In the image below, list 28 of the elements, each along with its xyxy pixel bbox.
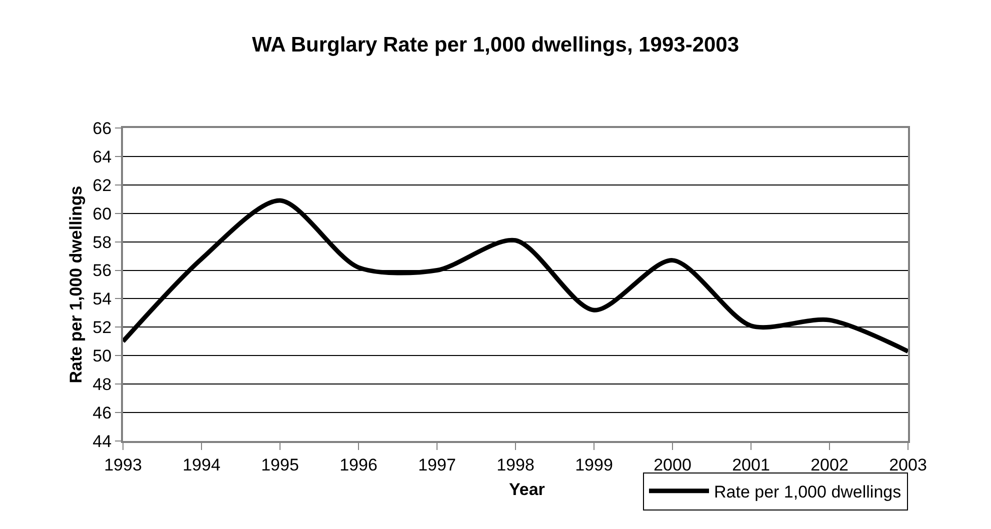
- y-tick-label: 44: [92, 432, 112, 451]
- line-series: [123, 198, 908, 354]
- y-tick-label: 66: [92, 118, 112, 138]
- y-axis-title: Rate per 1,000 dwellings: [66, 186, 86, 384]
- x-tick-label: 1993: [104, 455, 142, 474]
- x-tick-label: 1995: [261, 455, 299, 474]
- x-tick-label: 1994: [182, 455, 220, 474]
- y-tick-label: 54: [92, 290, 112, 309]
- y-tick-label: 46: [92, 404, 112, 422]
- x-tick-label: 1998: [496, 455, 534, 474]
- x-axis-title: Year: [509, 480, 546, 499]
- x-tick-label: 1996: [340, 455, 378, 474]
- x-tick-label: 2001: [732, 455, 770, 474]
- legend-label: Rate per 1,000 dwellings: [714, 482, 902, 502]
- y-tick-label: 50: [92, 346, 112, 366]
- x-tick-label: 1999: [575, 455, 613, 474]
- y-tick-label: 48: [92, 375, 112, 394]
- y-tick-label: 52: [92, 318, 112, 338]
- x-tick-label: 2003: [889, 455, 927, 474]
- x-tick-label: 2002: [810, 455, 848, 474]
- y-tick-label: 60: [92, 204, 112, 224]
- y-tick-label: 62: [92, 176, 112, 195]
- x-tick-label: 1997: [418, 455, 456, 474]
- y-tick-label: 64: [92, 147, 112, 166]
- y-tick-label: 58: [92, 232, 112, 252]
- chart-title: WA Burglary Rate per 1,000 dwellings, 1993-2003: [252, 34, 740, 57]
- x-tick-label: 2000: [654, 455, 692, 474]
- y-tick-label: 56: [92, 261, 112, 280]
